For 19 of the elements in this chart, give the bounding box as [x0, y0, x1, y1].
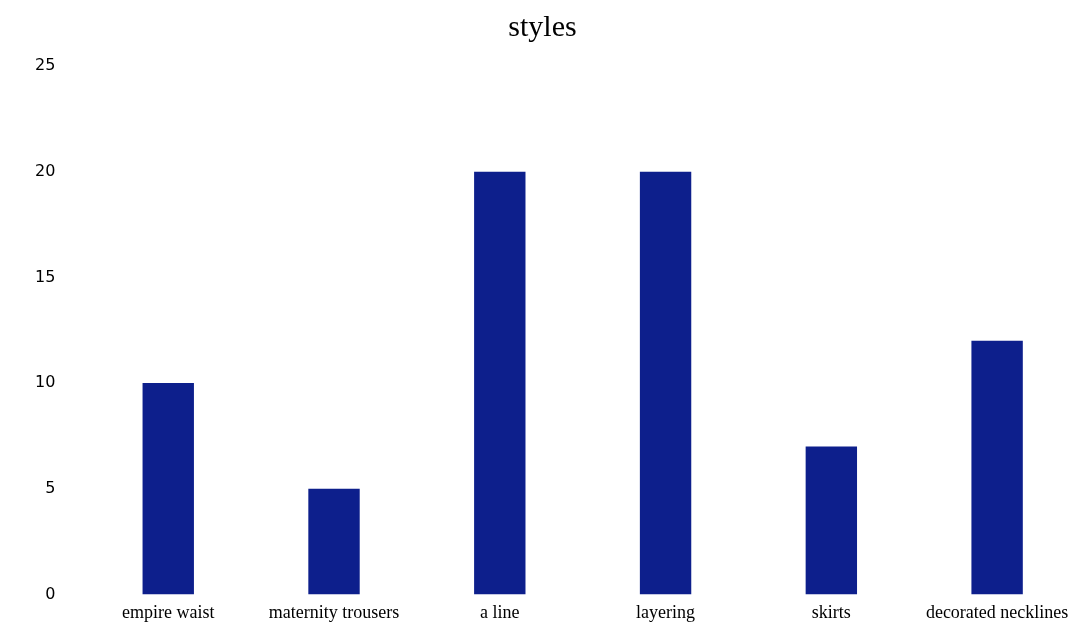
y-tick-label: 15 — [35, 266, 56, 286]
bar — [971, 340, 1023, 595]
y-tick-label: 20 — [35, 160, 56, 180]
y-tick-label: 5 — [45, 477, 56, 497]
bar — [308, 488, 360, 595]
bar — [639, 171, 692, 595]
chart-title: styles — [508, 8, 577, 42]
x-tick-label: layering — [636, 601, 696, 622]
bar — [805, 446, 858, 595]
y-tick-label: 0 — [45, 583, 56, 603]
x-tick-label: maternity trousers — [268, 601, 400, 622]
y-tick-label: 25 — [35, 55, 56, 75]
bar — [474, 171, 526, 595]
x-tick-label: decorated necklines — [925, 601, 1069, 622]
x-tick-label: a line — [480, 601, 520, 622]
x-tick-label: skirts — [811, 601, 851, 622]
x-tick-label: empire waist — [122, 601, 215, 622]
bar — [142, 383, 194, 595]
y-tick-label: 10 — [35, 372, 56, 392]
